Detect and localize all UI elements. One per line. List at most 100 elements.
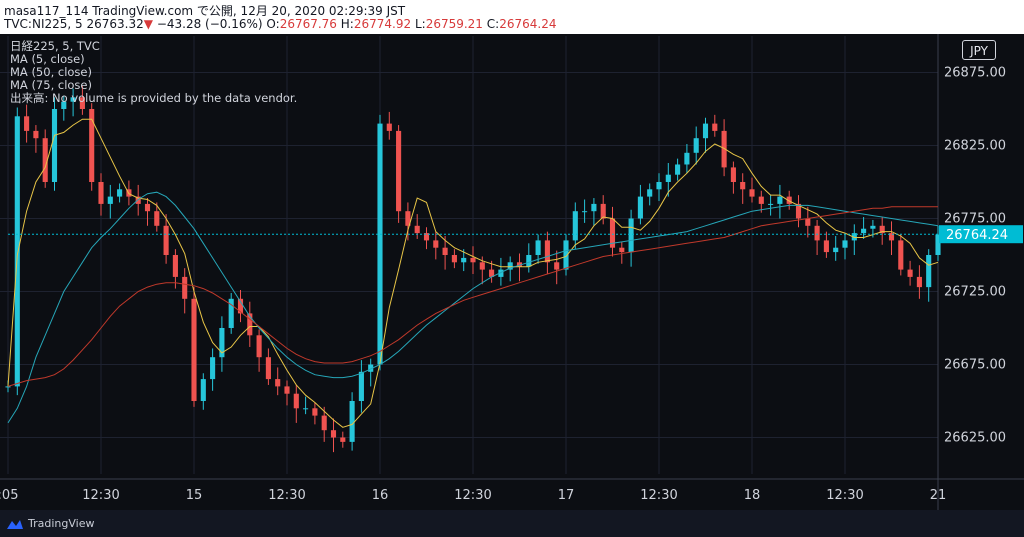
y-tick-label: 26875.00 bbox=[944, 66, 1006, 81]
y-tick-label: 26775.00 bbox=[944, 212, 1006, 227]
candle-body bbox=[89, 109, 95, 182]
candle-body bbox=[870, 225, 876, 229]
candle-body bbox=[795, 203, 802, 219]
last-price-tag bbox=[939, 225, 1023, 244]
candle-body bbox=[70, 97, 76, 102]
candle-body bbox=[665, 174, 671, 182]
candle-body bbox=[470, 257, 476, 263]
candle-body bbox=[312, 408, 318, 416]
candle-body bbox=[451, 255, 457, 263]
ma50-line bbox=[7, 191, 939, 424]
candle-body bbox=[600, 203, 606, 219]
candle-body bbox=[628, 218, 634, 253]
candle-body bbox=[498, 269, 504, 277]
candle-body bbox=[926, 255, 932, 288]
close-value: 26764.24 bbox=[499, 17, 557, 31]
x-tick-label: 16 bbox=[372, 488, 389, 503]
publisher-line: masa117_114 TradingView.com で公開, 12月 20,… bbox=[4, 4, 406, 18]
candle-body bbox=[349, 401, 355, 442]
candle-body bbox=[554, 262, 560, 270]
candle-body bbox=[526, 255, 532, 267]
y-tick-label: 26675.00 bbox=[944, 358, 1006, 373]
x-tick-label: 15 bbox=[186, 488, 203, 503]
candle-body bbox=[144, 203, 151, 212]
symbol-label: TVC:NI225, 5 bbox=[4, 17, 83, 31]
candle-body bbox=[777, 196, 783, 204]
candle-body bbox=[303, 408, 309, 410]
candle-body bbox=[107, 196, 113, 204]
open-value: 26767.76 bbox=[279, 17, 337, 31]
x-tick-label: :05 bbox=[0, 488, 18, 503]
candle-body bbox=[79, 97, 85, 109]
candle-body bbox=[879, 225, 885, 234]
candle-body bbox=[572, 211, 578, 241]
candle-body bbox=[163, 225, 169, 255]
price-chart[interactable]: 26625.00 26675.00 26725.00 26775.00 26825.00… bbox=[0, 34, 1024, 510]
high-label: H: bbox=[340, 17, 354, 31]
ma5-line bbox=[7, 118, 939, 428]
candle-body bbox=[637, 196, 643, 219]
candle-body bbox=[51, 109, 58, 182]
ma75-line bbox=[7, 206, 938, 387]
candle-body bbox=[414, 225, 420, 234]
candle-body bbox=[42, 138, 48, 182]
candle-body bbox=[516, 262, 523, 267]
candle-body bbox=[544, 240, 550, 263]
candle-body bbox=[888, 233, 895, 241]
candle-body bbox=[786, 196, 792, 204]
candle-body bbox=[749, 189, 755, 197]
last-price: 26763.32 bbox=[86, 17, 144, 31]
candle-body bbox=[191, 298, 197, 401]
candle-body bbox=[98, 182, 104, 204]
last-price-label: 26764.24 bbox=[946, 228, 1008, 243]
candle-body bbox=[293, 393, 299, 409]
candle-body bbox=[14, 116, 20, 387]
chart-header: masa117_114 TradingView.com で公開, 12月 20,… bbox=[0, 0, 1024, 34]
candle-body bbox=[247, 313, 253, 336]
low-label: L: bbox=[414, 17, 426, 31]
candle-body bbox=[377, 123, 383, 365]
y-tick-label: 26725.00 bbox=[944, 285, 1006, 300]
candle-body bbox=[535, 240, 541, 255]
candle-body bbox=[758, 196, 764, 204]
open-label: O: bbox=[266, 17, 280, 31]
candle-body bbox=[219, 328, 225, 358]
currency-button[interactable]: JPY bbox=[962, 40, 996, 60]
brand-name: TradingView bbox=[28, 517, 95, 530]
candle-body bbox=[684, 152, 690, 165]
x-tick-label: 12:30 bbox=[82, 488, 119, 503]
y-tick-label: 26825.00 bbox=[944, 139, 1006, 154]
candle-body bbox=[851, 233, 857, 241]
candle-body bbox=[563, 240, 569, 270]
footer-bar: TradingView bbox=[0, 510, 1024, 537]
candle-body bbox=[730, 167, 736, 182]
candle-body bbox=[200, 379, 206, 401]
candle-body bbox=[433, 240, 439, 248]
candle-body bbox=[228, 298, 234, 328]
candle-body bbox=[823, 240, 829, 253]
price-change: −43.28 (−0.16%) bbox=[156, 17, 263, 31]
candle-body bbox=[368, 364, 374, 372]
candle-body bbox=[479, 262, 485, 270]
x-tick-label: 17 bbox=[558, 488, 575, 503]
y-tick-label: 26625.00 bbox=[944, 431, 1006, 446]
candle-body bbox=[647, 189, 653, 197]
candle-body bbox=[740, 182, 746, 190]
candle-body bbox=[117, 189, 123, 197]
candle-body bbox=[609, 218, 616, 248]
candle-body bbox=[330, 430, 337, 438]
candle-body bbox=[935, 234, 941, 255]
tradingview-logo-icon bbox=[7, 519, 23, 529]
x-tick-label: 18 bbox=[744, 488, 761, 503]
candle-body bbox=[135, 196, 141, 204]
x-tick-label: 12:30 bbox=[454, 488, 491, 503]
high-value: 26774.92 bbox=[353, 17, 412, 31]
candle-body bbox=[907, 269, 913, 277]
candle-body bbox=[489, 269, 495, 277]
candle-body bbox=[321, 415, 327, 431]
candle-body bbox=[582, 211, 588, 213]
candle-body bbox=[33, 130, 39, 139]
candle-body bbox=[386, 123, 392, 131]
candle-body bbox=[423, 233, 430, 241]
candle-body bbox=[461, 257, 467, 263]
